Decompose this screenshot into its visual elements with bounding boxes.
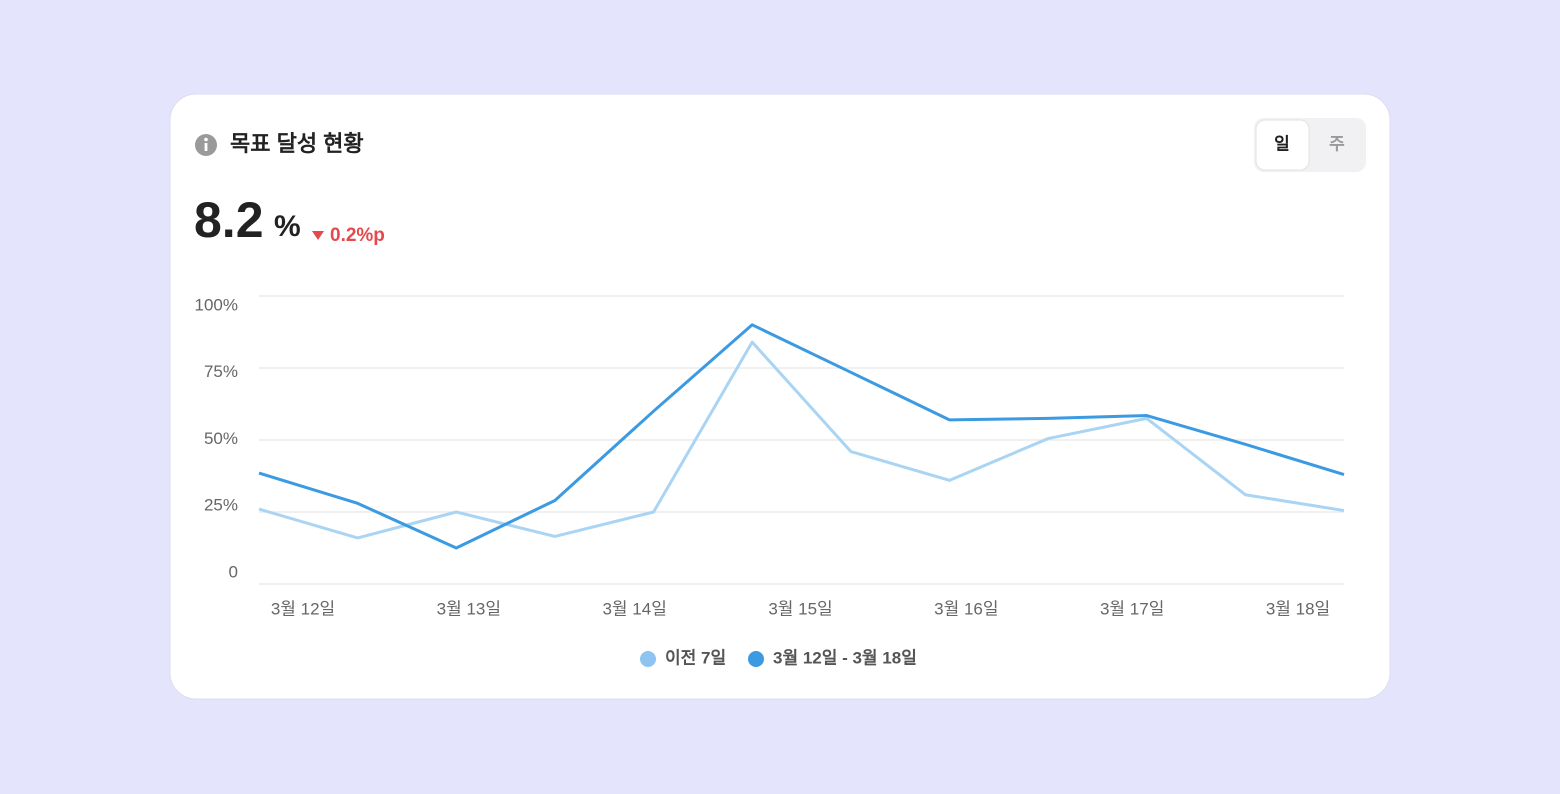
x-tick-label: 3월 15일 <box>768 599 832 618</box>
legend-swatch <box>640 651 656 667</box>
x-tick-label: 3월 13일 <box>437 599 501 618</box>
legend-swatch <box>748 651 764 667</box>
x-tick-label: 3월 12일 <box>271 599 335 618</box>
x-tick-label: 3월 14일 <box>602 599 666 618</box>
series-line <box>258 340 1345 540</box>
x-tick-label: 3월 18일 <box>1266 599 1330 618</box>
down-arrow <box>312 231 324 240</box>
y-tick-label: 100% <box>195 295 238 314</box>
toggle-active[interactable] <box>1255 119 1310 171</box>
x-tick-label: 3월 16일 <box>934 599 998 618</box>
y-tick-label: 0 <box>229 562 238 581</box>
y-tick-label: 50% <box>204 429 238 448</box>
toggle-option[interactable]: 일 <box>1274 134 1290 153</box>
x-tick-label: 3월 17일 <box>1100 599 1164 618</box>
card <box>169 93 1391 700</box>
series-line <box>258 323 1345 550</box>
y-tick-label: 75% <box>204 362 238 381</box>
summary-unit: % <box>274 210 301 243</box>
card-title: 목표 달성 현황 <box>230 131 364 156</box>
summary-change: 0.2%p <box>330 225 385 246</box>
legend-label: 3월 12일 - 3월 18일 <box>773 648 917 667</box>
legend-label: 이전 7일 <box>665 648 726 667</box>
summary-value: 8.2 <box>194 192 264 248</box>
info-icon <box>195 134 217 156</box>
y-tick-label: 25% <box>204 496 238 515</box>
toggle-option[interactable]: 주 <box>1329 134 1345 153</box>
